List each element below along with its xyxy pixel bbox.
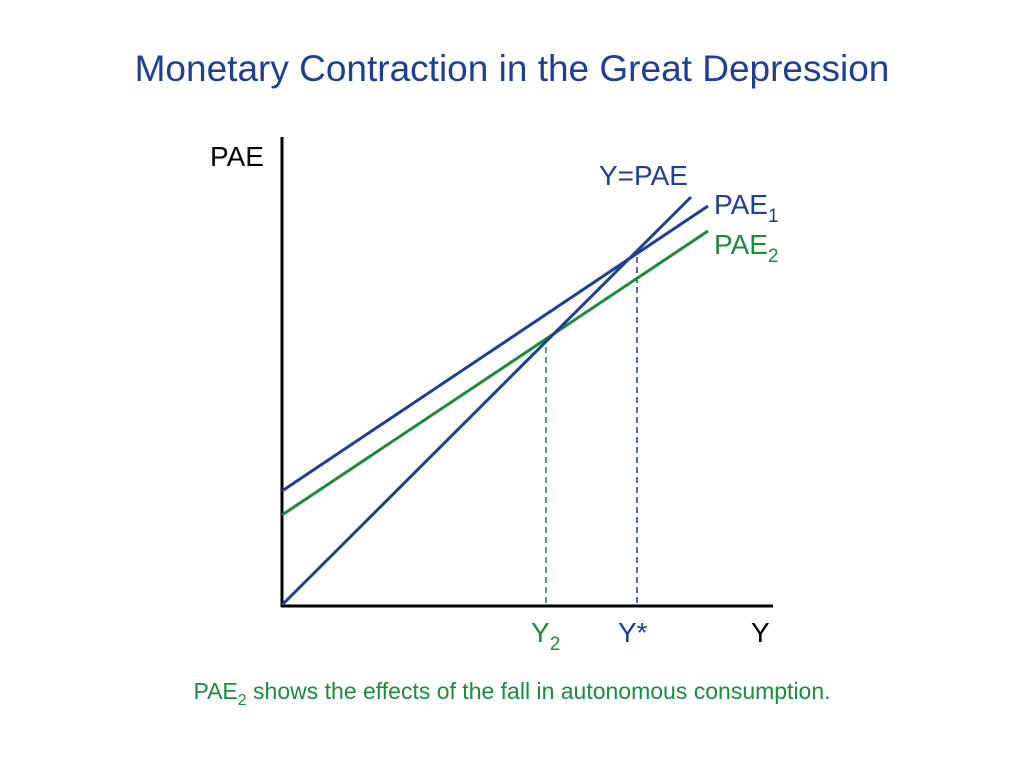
caption-prefix: PAE	[193, 678, 238, 704]
pae1-label: PAE1	[714, 189, 779, 227]
x-axis-label: Y	[751, 617, 770, 648]
pae2-line	[281, 229, 709, 517]
pae1-label-subscript: 1	[767, 206, 779, 227]
slide-title: Monetary Contraction in the Great Depres…	[134, 48, 890, 89]
forty-five-line-label: Y=PAE	[599, 160, 688, 191]
y-axis-label: PAE	[210, 141, 264, 172]
caption-text: shows the effects of the fall in autonom…	[246, 678, 831, 704]
caption-prefix-subscript: 2	[237, 692, 247, 709]
pae1-line	[281, 204, 709, 493]
ystar-marker-label: Y*	[618, 617, 648, 648]
forty-five-degree-line	[280, 195, 693, 607]
caption: PAE2 shows the effects of the fall in au…	[0, 678, 1024, 710]
y2-marker-label: Y2	[531, 617, 561, 655]
pae1-label-main: PAE	[714, 189, 768, 220]
pae2-label-main: PAE	[714, 229, 768, 260]
y2-marker-subscript: 2	[549, 634, 561, 655]
pae2-label: PAE2	[714, 229, 779, 267]
pae2-label-subscript: 2	[767, 246, 779, 267]
y2-marker-main: Y	[531, 617, 550, 648]
